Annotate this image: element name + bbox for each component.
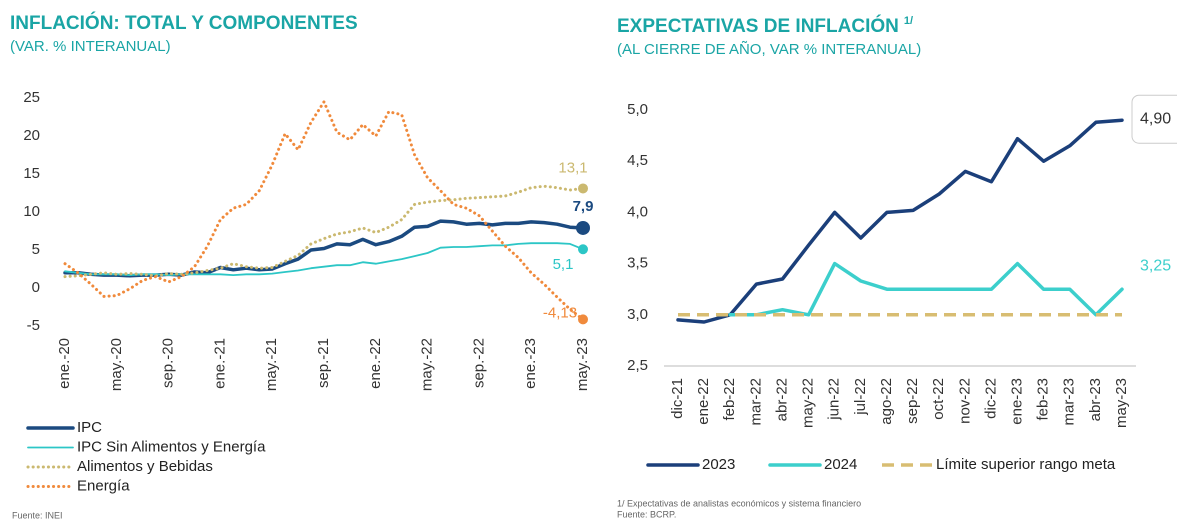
x-tick-label: ene.-22	[367, 338, 384, 389]
data-label: 5,1	[553, 256, 574, 273]
chart-subtitle: (VAR. % INTERANUAL)	[10, 38, 171, 55]
footnote: Fuente: INEI	[12, 510, 63, 520]
x-tick-label: nov-22	[956, 378, 973, 424]
legend-label: Energía	[77, 477, 130, 494]
data-label: 4,90	[1140, 110, 1171, 127]
x-tick-label: ene.-20	[56, 338, 73, 389]
y-tick-label: -5	[27, 317, 40, 334]
x-tick-label: may-22	[800, 378, 817, 428]
x-tick-label: mar-23	[1061, 378, 1078, 426]
series-line	[63, 100, 585, 321]
x-tick-label: ene-22	[695, 378, 712, 425]
data-label: -4,13	[543, 304, 577, 321]
y-tick-label: 4,5	[627, 152, 648, 169]
x-tick-label: dic-21	[669, 378, 686, 419]
x-tick-label: abr-22	[773, 378, 790, 421]
x-tick-label: abr-23	[1087, 378, 1104, 421]
footnote: Fuente: BCRP.	[617, 509, 676, 519]
x-tick-label: ene-23	[1008, 378, 1025, 425]
y-tick-label: 5,0	[627, 101, 648, 118]
end-point	[576, 220, 590, 235]
y-tick-label: 10	[23, 203, 40, 220]
footnote: 1/ Expectativas de analistas económicos …	[617, 498, 861, 508]
legend-label: 2024	[824, 456, 857, 473]
x-tick-label: sep.-22	[470, 338, 487, 388]
legend-label: Límite superior rango meta	[936, 456, 1116, 473]
x-tick-label: may.-22	[419, 338, 436, 391]
series-line	[676, 118, 1124, 324]
x-tick-label: may.-21	[263, 338, 280, 391]
y-tick-label: 20	[23, 127, 40, 144]
title-text: EXPECTATIVAS DE INFLACIÓN	[617, 15, 899, 37]
series-line	[728, 261, 1124, 317]
chart-title: INFLACIÓN: TOTAL Y COMPONENTES	[10, 12, 358, 34]
x-tick-label: ene.-21	[211, 338, 228, 389]
y-tick-label: 5	[32, 241, 40, 258]
x-tick-label: jun-22	[826, 378, 843, 421]
x-tick-label: sep.-20	[160, 338, 177, 388]
data-label: 13,1	[558, 159, 587, 176]
y-tick-label: 25	[23, 89, 40, 106]
x-tick-label: oct-22	[930, 378, 947, 420]
y-tick-label: 0	[32, 279, 40, 296]
callout-box	[1131, 94, 1177, 144]
x-tick-label: sep.-21	[315, 338, 332, 388]
x-tick-label: ago-22	[878, 378, 895, 425]
legend-label: IPC Sin Alimentos y Energía	[77, 438, 266, 455]
chart-subtitle: (AL CIERRE DE AÑO, VAR % INTERANUAL)	[617, 41, 921, 58]
x-tick-label: feb-22	[721, 378, 738, 421]
y-tick-label: 4,0	[627, 203, 648, 220]
series-line	[63, 184, 585, 279]
x-tick-label: ene.-23	[522, 338, 539, 389]
x-tick-label: jul-22	[852, 378, 869, 416]
data-label: 3,25	[1140, 257, 1171, 274]
y-tick-label: 2,5	[627, 357, 648, 374]
x-tick-label: may-23	[1113, 378, 1130, 428]
title-note: 1/	[904, 15, 913, 27]
x-tick-label: may.-20	[108, 338, 125, 391]
end-point	[578, 314, 588, 325]
legend-label: IPC	[77, 419, 102, 436]
legend-label: 2023	[702, 456, 735, 473]
x-tick-label: sep-22	[904, 378, 921, 424]
legend-label: Alimentos y Bebidas	[77, 458, 213, 475]
y-tick-label: 3,5	[627, 255, 648, 272]
x-tick-label: feb-23	[1035, 378, 1052, 421]
x-tick-label: mar-22	[747, 378, 764, 426]
x-tick-label: may.-23	[574, 338, 591, 391]
chart-title: EXPECTATIVAS DE INFLACIÓN 1/	[617, 15, 913, 37]
x-tick-label: dic-22	[982, 378, 999, 419]
y-tick-label: 15	[23, 165, 40, 182]
end-point	[578, 244, 588, 255]
end-point	[578, 183, 588, 194]
data-label: 7,9	[573, 198, 594, 215]
y-tick-label: 3,0	[627, 306, 648, 323]
